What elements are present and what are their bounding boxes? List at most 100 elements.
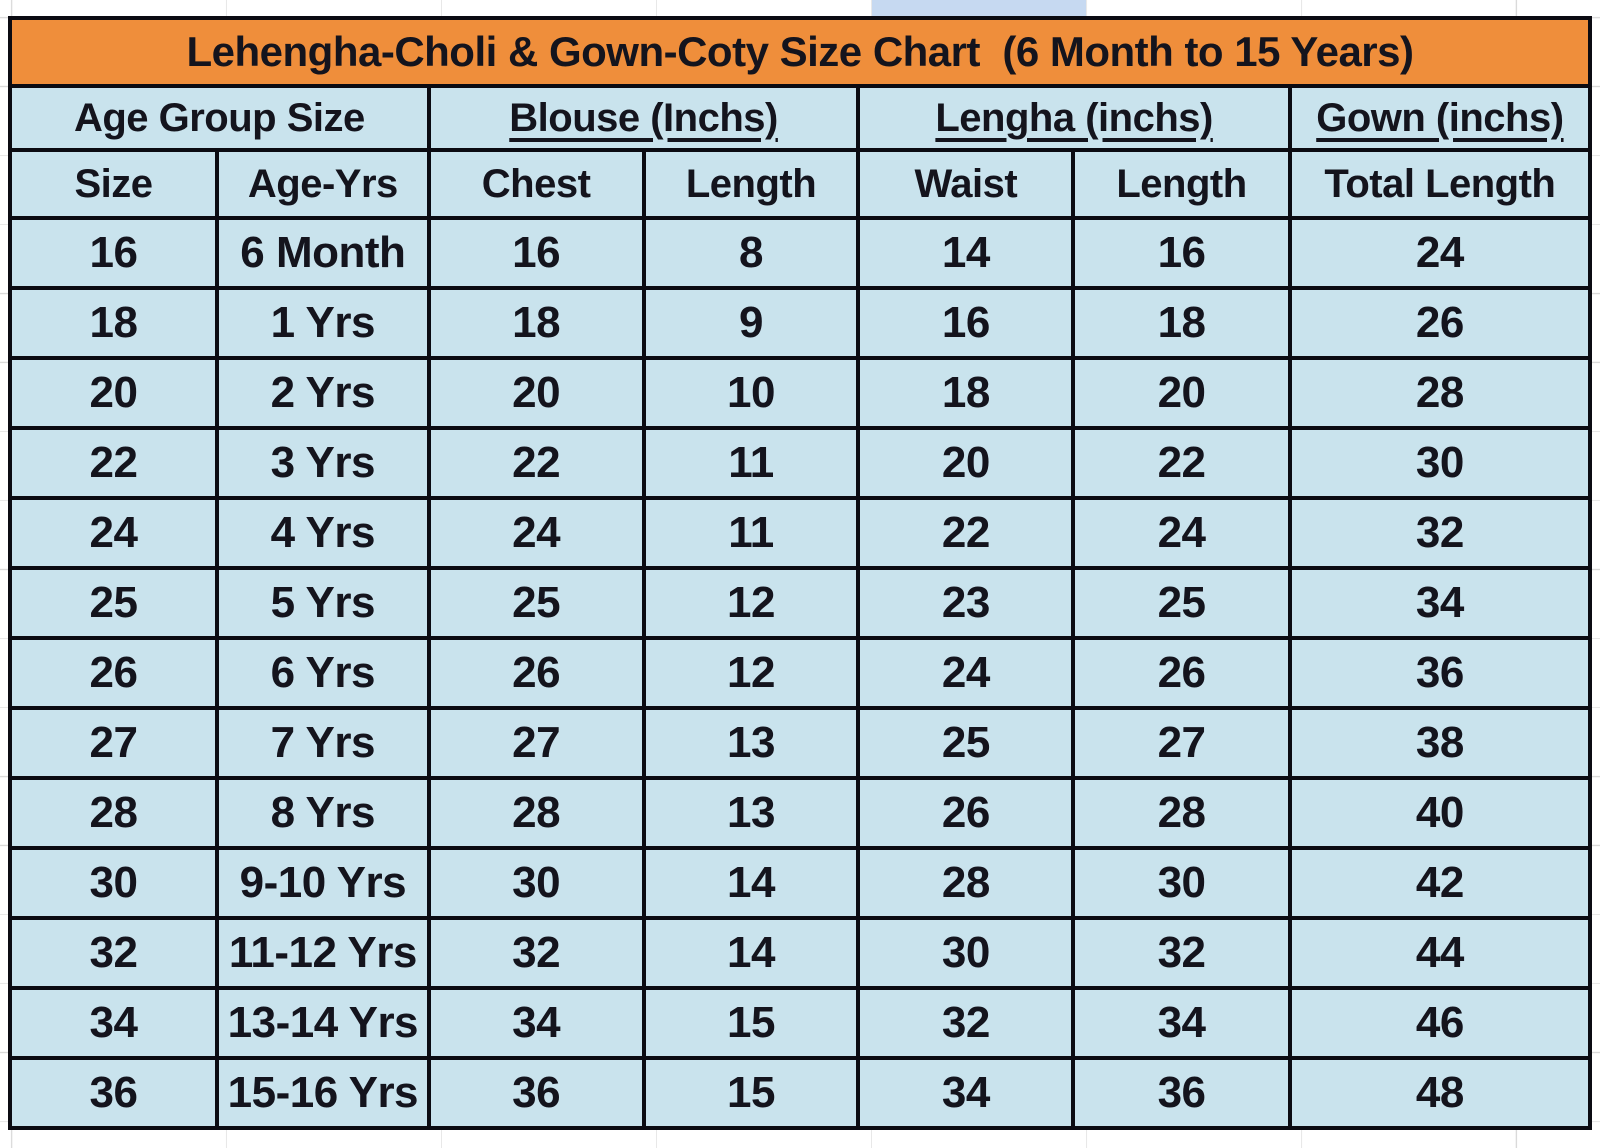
size-table-body: 16 6 Month 16 8 14 16 24 18 1 Yrs 18 9 16 18 26 20 2 Yr… [8, 216, 1593, 1130]
table-cell: 25 [426, 566, 646, 640]
table-cell: 13 [641, 776, 861, 850]
table-cell: 34 [1071, 986, 1292, 1060]
table-cell: 30 [1071, 846, 1292, 920]
group-header-age-group-size: Age Group Size [8, 84, 431, 152]
table-row: 30 9-10 Yrs 30 14 28 30 42 [8, 846, 1593, 920]
table-cell: 30 [1287, 426, 1593, 500]
table-cell: 28 [1287, 356, 1593, 430]
table-cell: 24 [856, 636, 1076, 710]
table-cell: 36 [1287, 636, 1593, 710]
table-cell: 12 [641, 636, 861, 710]
table-cell: 44 [1287, 916, 1593, 990]
table-row: 25 5 Yrs 25 12 23 25 34 [8, 566, 1593, 640]
table-cell: 22 [426, 426, 646, 500]
table-cell: 42 [1287, 846, 1593, 920]
table-cell: 8 Yrs [214, 776, 431, 850]
table-row: 16 6 Month 16 8 14 16 24 [8, 216, 1593, 290]
group-header-blouse: Blouse (Inchs) [426, 84, 861, 152]
table-cell: 18 [426, 286, 646, 360]
table-cell: 32 [426, 916, 646, 990]
column-header-lengha-length: Length [1071, 148, 1292, 220]
table-cell: 11-12 Yrs [214, 916, 431, 990]
table-cell: 16 [856, 286, 1076, 360]
table-cell: 18 [8, 286, 219, 360]
table-cell: 28 [856, 846, 1076, 920]
table-cell: 15 [641, 986, 861, 1060]
column-header-total-length: Total Length [1287, 148, 1593, 220]
table-cell: 13 [641, 706, 861, 780]
table-row: 27 7 Yrs 27 13 25 27 38 [8, 706, 1593, 780]
table-cell: 7 Yrs [214, 706, 431, 780]
table-cell: 28 [8, 776, 219, 850]
table-cell: 25 [856, 706, 1076, 780]
table-cell: 24 [1071, 496, 1292, 570]
table-cell: 27 [426, 706, 646, 780]
table-row: 22 3 Yrs 22 11 20 22 30 [8, 426, 1593, 500]
table-cell: 1 Yrs [214, 286, 431, 360]
table-cell: 15 [641, 1056, 861, 1130]
table-cell: 12 [641, 566, 861, 640]
table-cell: 36 [426, 1056, 646, 1130]
table-row: 28 8 Yrs 28 13 26 28 40 [8, 776, 1593, 850]
table-cell: 18 [1071, 286, 1292, 360]
table-cell: 20 [1071, 356, 1292, 430]
table-cell: 6 Yrs [214, 636, 431, 710]
table-cell: 23 [856, 566, 1076, 640]
table-row: 36 15-16 Yrs 36 15 34 36 48 [8, 1056, 1593, 1130]
table-cell: 8 [641, 216, 861, 290]
table-cell: 34 [8, 986, 219, 1060]
table-cell: 48 [1287, 1056, 1593, 1130]
table-cell: 20 [8, 356, 219, 430]
table-cell: 46 [1287, 986, 1593, 1060]
table-row: 18 1 Yrs 18 9 16 18 26 [8, 286, 1593, 360]
table-cell: 40 [1287, 776, 1593, 850]
table-cell: 14 [641, 846, 861, 920]
table-cell: 14 [856, 216, 1076, 290]
table-row: 20 2 Yrs 20 10 18 20 28 [8, 356, 1593, 430]
table-cell: 26 [856, 776, 1076, 850]
table-cell: 20 [426, 356, 646, 430]
table-cell: 9-10 Yrs [214, 846, 431, 920]
table-cell: 25 [1071, 566, 1292, 640]
chart-title: Lehengha-Choli & Gown-Coty Size Chart (6… [8, 16, 1592, 88]
table-cell: 9 [641, 286, 861, 360]
table-cell: 27 [8, 706, 219, 780]
table-cell: 16 [1071, 216, 1292, 290]
table-cell: 16 [426, 216, 646, 290]
table-cell: 26 [426, 636, 646, 710]
table-cell: 22 [1071, 426, 1292, 500]
table-cell: 27 [1071, 706, 1292, 780]
table-cell: 38 [1287, 706, 1593, 780]
table-cell: 2 Yrs [214, 356, 431, 430]
table-cell: 10 [641, 356, 861, 430]
column-header-waist: Waist [856, 148, 1076, 220]
table-cell: 24 [1287, 216, 1593, 290]
table-cell: 24 [426, 496, 646, 570]
column-header-row: Size Age-Yrs Chest Length Waist Length T… [8, 148, 1593, 220]
table-cell: 32 [1287, 496, 1593, 570]
table-cell: 14 [641, 916, 861, 990]
spreadsheet-highlighted-cell [872, 0, 1086, 17]
title-row: Lehengha-Choli & Gown-Coty Size Chart (6… [8, 16, 1592, 88]
table-cell: 18 [856, 356, 1076, 430]
table-cell: 26 [8, 636, 219, 710]
table-cell: 4 Yrs [214, 496, 431, 570]
group-header-row: Age Group Size Blouse (Inchs) Lengha (in… [8, 84, 1593, 152]
table-row: 24 4 Yrs 24 11 22 24 32 [8, 496, 1593, 570]
table-row: 26 6 Yrs 26 12 24 26 36 [8, 636, 1593, 710]
table-cell: 6 Month [214, 216, 431, 290]
size-chart-table: Lehengha-Choli & Gown-Coty Size Chart (6… [8, 16, 1593, 1130]
table-cell: 30 [8, 846, 219, 920]
table-cell: 16 [8, 216, 219, 290]
table-cell: 26 [1287, 286, 1593, 360]
group-header-gown: Gown (inchs) [1287, 84, 1593, 152]
column-header-age-yrs: Age-Yrs [214, 148, 431, 220]
table-cell: 36 [1071, 1056, 1292, 1130]
table-cell: 36 [8, 1056, 219, 1130]
table-cell: 26 [1071, 636, 1292, 710]
table-cell: 13-14 Yrs [214, 986, 431, 1060]
table-cell: 11 [641, 496, 861, 570]
table-cell: 32 [856, 986, 1076, 1060]
table-cell: 24 [8, 496, 219, 570]
table-row: 34 13-14 Yrs 34 15 32 34 46 [8, 986, 1593, 1060]
